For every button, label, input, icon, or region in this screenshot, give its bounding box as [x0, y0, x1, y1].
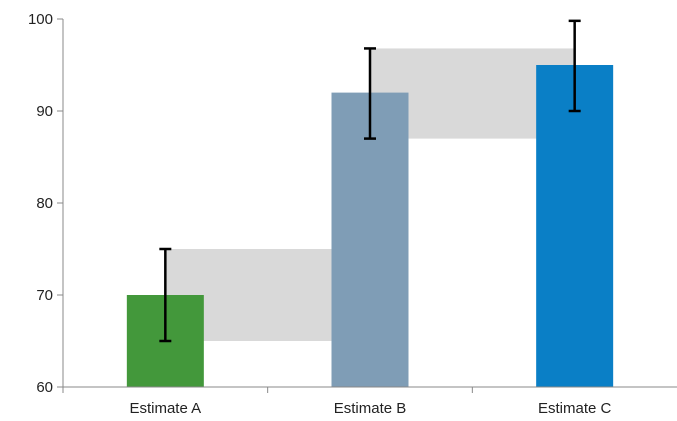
axis-labels: 60 70 80 90 100 Estimate A Estimate B Estimate …	[28, 11, 612, 417]
bar-estimate-c	[536, 65, 614, 387]
y-tick-label-60: 60	[36, 379, 53, 396]
y-tick-label-100: 100	[28, 11, 53, 28]
y-tick-label-70: 70	[36, 287, 53, 304]
y-tick-label-80: 80	[36, 195, 53, 212]
error-bars	[159, 19, 581, 343]
x-tick-label-estimate-b: Estimate B	[334, 400, 407, 417]
bars	[126, 65, 614, 387]
x-tick-label-estimate-c: Estimate C	[538, 400, 612, 417]
y-tick-label-90: 90	[36, 103, 53, 120]
axes	[57, 18, 677, 393]
bar-estimate-b	[331, 92, 409, 387]
x-tick-label-estimate-a: Estimate A	[129, 400, 201, 417]
